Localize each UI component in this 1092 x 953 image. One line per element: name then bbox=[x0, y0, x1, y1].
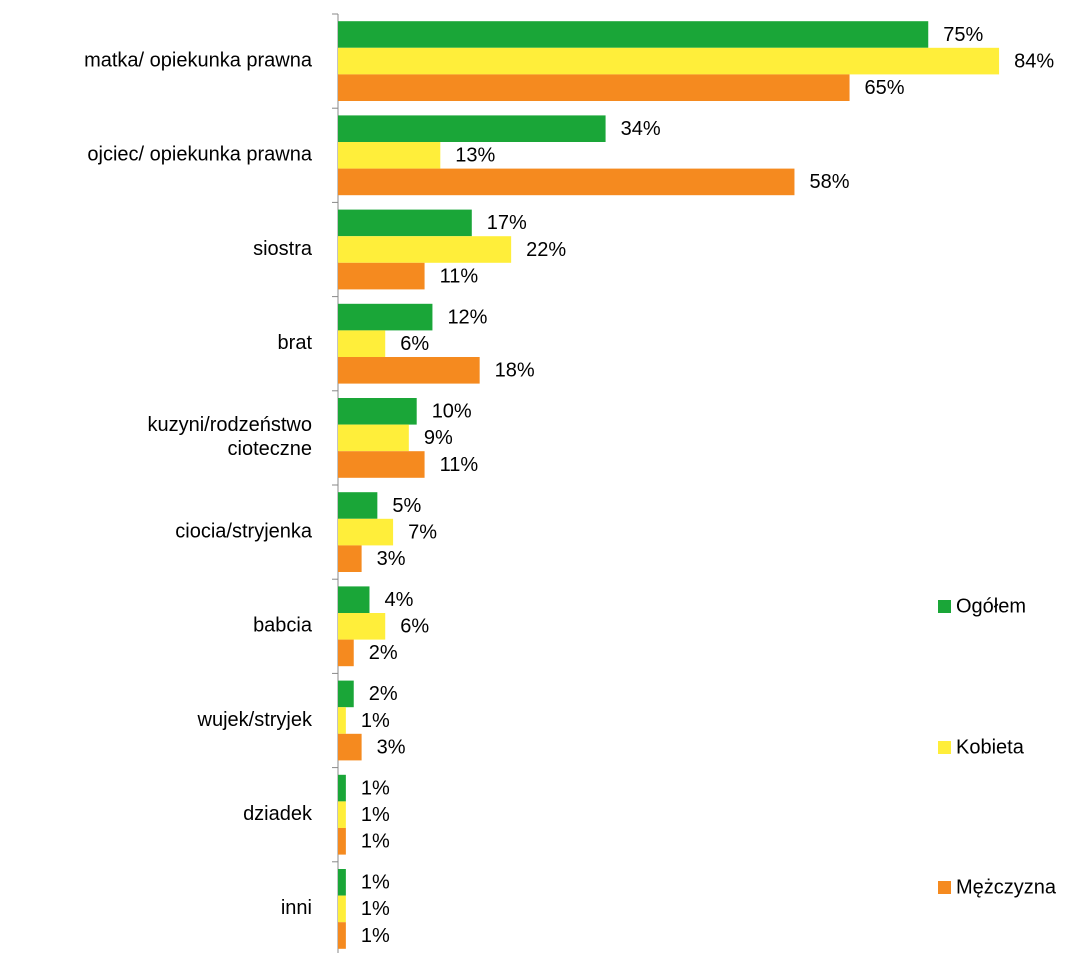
bar bbox=[338, 869, 346, 896]
data-label: 11% bbox=[440, 265, 479, 287]
data-label: 1% bbox=[361, 804, 390, 826]
data-label: 12% bbox=[447, 306, 487, 328]
bar bbox=[338, 262, 425, 290]
data-label: 6% bbox=[400, 616, 429, 638]
data-label: 5% bbox=[392, 495, 421, 517]
data-label: 1% bbox=[361, 925, 390, 947]
bar bbox=[338, 47, 1000, 75]
category-label: babcia bbox=[253, 615, 313, 637]
data-label: 1% bbox=[361, 831, 390, 853]
category-label: ciocia/stryjenka bbox=[175, 520, 313, 542]
category-label: dziadek bbox=[243, 803, 313, 825]
data-label: 65% bbox=[865, 77, 905, 99]
data-label: 2% bbox=[369, 683, 398, 705]
data-label: 13% bbox=[455, 145, 495, 167]
data-label: 34% bbox=[621, 118, 661, 140]
bar bbox=[338, 236, 512, 263]
legend-swatch bbox=[938, 741, 951, 754]
bar bbox=[338, 424, 409, 452]
bar bbox=[338, 680, 354, 708]
bar bbox=[338, 545, 362, 572]
legend-label: Mężczyzna bbox=[956, 876, 1057, 898]
legend-label: Kobieta bbox=[956, 736, 1025, 758]
data-label: 11% bbox=[440, 454, 479, 476]
category-label: brat bbox=[278, 332, 313, 354]
legend-swatch bbox=[938, 881, 951, 894]
data-label: 1% bbox=[361, 872, 390, 894]
bar bbox=[338, 639, 354, 667]
data-label: 9% bbox=[424, 427, 453, 449]
bar bbox=[338, 586, 370, 613]
bar bbox=[338, 801, 346, 828]
bar bbox=[338, 142, 441, 169]
data-label: 10% bbox=[432, 401, 472, 423]
data-label: 18% bbox=[495, 360, 535, 382]
bar bbox=[338, 707, 346, 734]
data-label: 84% bbox=[1014, 50, 1054, 72]
bar bbox=[338, 451, 425, 478]
bar bbox=[338, 828, 346, 855]
bar bbox=[338, 518, 394, 546]
bar bbox=[338, 922, 346, 949]
bar bbox=[338, 733, 362, 761]
category-label: wujek/stryjek bbox=[197, 709, 313, 731]
data-label: 2% bbox=[369, 642, 398, 664]
bar bbox=[338, 398, 417, 425]
category-label: inni bbox=[281, 897, 312, 919]
data-label: 75% bbox=[943, 24, 983, 46]
data-label: 6% bbox=[400, 333, 429, 355]
bar bbox=[338, 74, 850, 101]
category-label: siostra bbox=[253, 238, 313, 260]
category-label: matka/ opiekunka prawna bbox=[84, 49, 313, 71]
data-label: 3% bbox=[377, 736, 406, 758]
bar bbox=[338, 209, 472, 237]
legend-swatch bbox=[938, 600, 951, 613]
data-label: 1% bbox=[361, 777, 390, 799]
data-label: 17% bbox=[487, 212, 527, 234]
data-label: 3% bbox=[377, 548, 406, 570]
bar bbox=[338, 895, 346, 923]
data-label: 1% bbox=[361, 710, 390, 732]
bar bbox=[338, 357, 480, 384]
legend-label: Ogółem bbox=[956, 595, 1026, 617]
bar bbox=[338, 303, 433, 331]
bar bbox=[338, 774, 346, 802]
category-label: ojciec/ opiekunka prawna bbox=[87, 144, 312, 166]
bar bbox=[338, 492, 378, 519]
data-label: 4% bbox=[384, 589, 413, 611]
bar bbox=[338, 330, 386, 357]
bar bbox=[338, 115, 606, 142]
data-label: 1% bbox=[361, 898, 390, 920]
data-label: 58% bbox=[809, 171, 849, 193]
data-label: 7% bbox=[408, 521, 437, 543]
data-label: 22% bbox=[526, 239, 566, 261]
bar bbox=[338, 168, 795, 196]
bar bbox=[338, 613, 386, 640]
bar bbox=[338, 21, 929, 48]
category-label: kuzyni/rodzeństwo cioteczne bbox=[147, 414, 312, 460]
